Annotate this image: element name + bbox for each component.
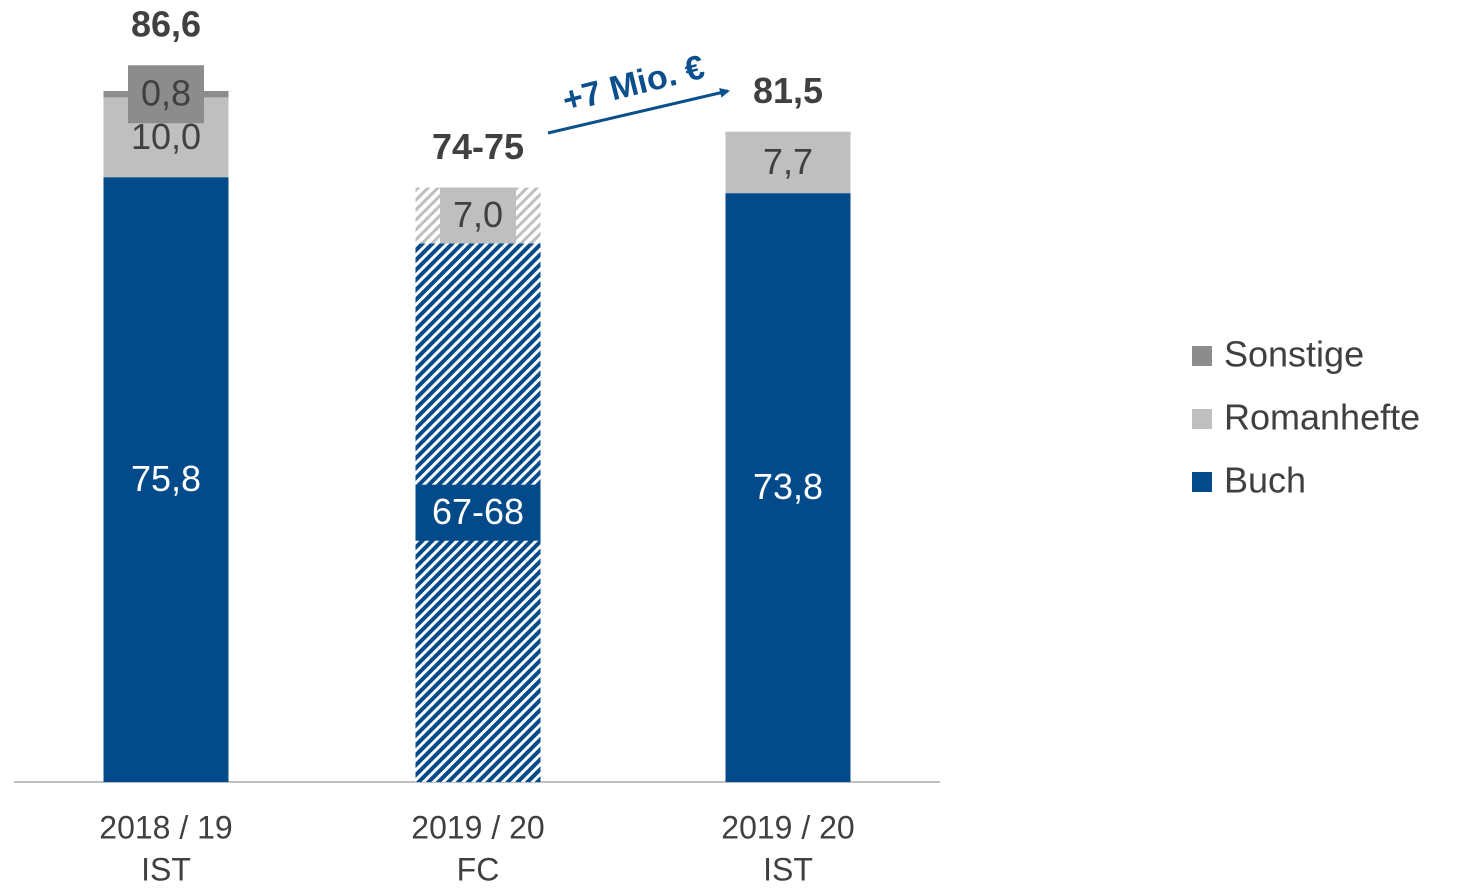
legend-swatch (1192, 409, 1212, 429)
bar-segment (103, 177, 229, 782)
annotation-text: +7 Mio. € (559, 48, 709, 120)
value-label: 75,8 (131, 458, 201, 499)
x-tick-label: 2019 / 20 (721, 809, 854, 845)
label-box (415, 484, 541, 541)
x-tick-label: 2018 / 19 (99, 809, 232, 845)
annotation: +7 Mio. € (547, 48, 730, 135)
label-box (440, 187, 516, 244)
annotation-arrow (547, 87, 730, 135)
bar-segment (725, 131, 851, 194)
legend-label: Buch (1224, 460, 1306, 501)
value-label: 7,0 (453, 194, 503, 235)
total-label: 86,6 (131, 4, 201, 45)
x-tick-label: FC (457, 851, 500, 887)
total-label: 81,5 (753, 70, 823, 111)
label-box (128, 65, 204, 124)
value-label: 0,8 (141, 73, 191, 114)
value-label: 73,8 (753, 466, 823, 507)
legend-label: Romanhefte (1224, 397, 1420, 438)
legend-swatch (1192, 472, 1212, 492)
x-tick-label: 2019 / 20 (411, 809, 544, 845)
x-tick-label: IST (763, 851, 813, 887)
legend-label: Sonstige (1224, 334, 1364, 375)
value-label: 67-68 (432, 491, 524, 532)
bar-segment (725, 193, 851, 782)
legend-swatch (1192, 346, 1212, 366)
x-tick-label: IST (141, 851, 191, 887)
value-label: 7,7 (763, 141, 813, 182)
total-label: 74-75 (432, 126, 524, 167)
